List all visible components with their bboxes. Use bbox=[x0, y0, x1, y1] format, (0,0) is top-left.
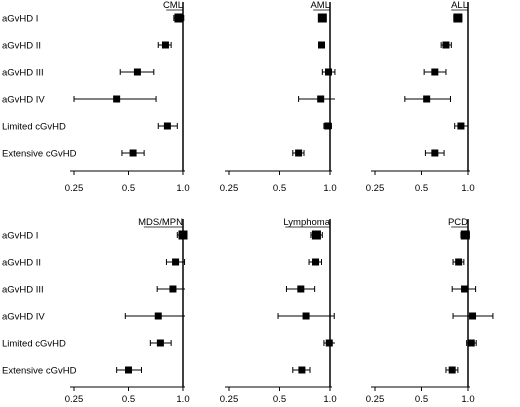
panel-1-point-estimate bbox=[129, 149, 137, 157]
panel-3-point-estimate bbox=[442, 41, 450, 49]
panel-4-x-tick-label: 0.25 bbox=[65, 394, 84, 405]
panel-6-title: PCD bbox=[448, 217, 468, 228]
panel-3-x-tick-label: 0.5 bbox=[415, 183, 428, 194]
category-label: aGvHD III bbox=[2, 68, 44, 79]
category-label: Limited cGvHD bbox=[2, 122, 66, 133]
panel-5-x-tick-label: 0.25 bbox=[220, 394, 239, 405]
panel-2-x-tick-label: 1.0 bbox=[323, 183, 336, 194]
panel-6-point-estimate bbox=[467, 339, 475, 347]
panel-6-x-tick-label: 1.0 bbox=[461, 394, 474, 405]
panel-3-title: ALL bbox=[451, 0, 468, 11]
panel-2-point-estimate bbox=[325, 68, 333, 76]
panel-5-x-tick-label: 1.0 bbox=[323, 394, 336, 405]
panel-2-point-estimate bbox=[317, 95, 325, 103]
panel-5-point-estimate bbox=[298, 366, 306, 374]
panel-4-point-estimate bbox=[172, 258, 180, 266]
panel-1-title: CML bbox=[163, 0, 183, 11]
panel-6-x-tick-label: 0.5 bbox=[415, 394, 428, 405]
category-label: aGvHD II bbox=[2, 41, 41, 52]
category-label: aGvHD III bbox=[2, 285, 44, 296]
panel-5-x-tick-label: 0.5 bbox=[273, 394, 286, 405]
panel-6-point-estimate bbox=[455, 258, 463, 266]
panel-4-point-estimate bbox=[154, 312, 162, 320]
panel-1-x-tick-label: 0.5 bbox=[122, 183, 135, 194]
category-label: aGvHD IV bbox=[2, 95, 45, 106]
panel-4-point-estimate bbox=[178, 230, 188, 240]
panel-3-point-estimate bbox=[457, 122, 465, 130]
panel-5-point-estimate bbox=[302, 312, 310, 320]
panel-6-point-estimate bbox=[448, 366, 456, 374]
panel-3-x-tick-label: 1.0 bbox=[461, 183, 474, 194]
category-label: aGvHD I bbox=[2, 231, 38, 242]
category-label: aGvHD II bbox=[2, 258, 41, 269]
panel-5-point-estimate bbox=[312, 258, 320, 266]
panel-4-title: MDS/MPN bbox=[138, 217, 183, 228]
panel-1-point-estimate bbox=[133, 68, 141, 76]
panel-2-point-estimate bbox=[317, 13, 327, 23]
panel-1-point-estimate bbox=[113, 95, 121, 103]
panel-5-title: Lymphoma bbox=[283, 217, 330, 228]
panel-5-point-estimate bbox=[325, 339, 333, 347]
panel-2-title: AML bbox=[310, 0, 330, 11]
panel-4-x-tick-label: 1.0 bbox=[176, 394, 189, 405]
panel-2-point-estimate bbox=[318, 41, 326, 49]
panel-1-x-tick-label: 0.25 bbox=[65, 183, 84, 194]
panel-1-point-estimate bbox=[163, 122, 171, 130]
panel-3-point-estimate bbox=[423, 95, 431, 103]
panel-5-point-estimate bbox=[297, 285, 305, 293]
panel-4-x-tick-label: 0.5 bbox=[122, 394, 135, 405]
panel-1-point-estimate bbox=[161, 41, 169, 49]
panel-6-x-tick-label: 0.25 bbox=[366, 394, 385, 405]
panel-5-point-estimate bbox=[311, 230, 321, 240]
category-label: aGvHD I bbox=[2, 14, 38, 25]
panel-3-point-estimate bbox=[453, 13, 463, 23]
panel-3-point-estimate bbox=[431, 68, 439, 76]
panel-2-point-estimate bbox=[324, 122, 332, 130]
category-label: aGvHD IV bbox=[2, 312, 45, 323]
panel-6-point-estimate bbox=[469, 312, 477, 320]
panel-6-point-estimate bbox=[461, 285, 469, 293]
panel-3-point-estimate bbox=[431, 149, 439, 157]
panel-2-x-tick-label: 0.25 bbox=[220, 183, 239, 194]
panel-1-point-estimate bbox=[174, 13, 184, 23]
panel-2-point-estimate bbox=[295, 149, 303, 157]
category-label: Extensive cGvHD bbox=[2, 149, 77, 160]
panel-2-x-tick-label: 0.5 bbox=[273, 183, 286, 194]
panel-4-point-estimate bbox=[125, 366, 132, 374]
panel-4-point-estimate bbox=[156, 339, 164, 347]
panel-1-x-tick-label: 1.0 bbox=[176, 183, 189, 194]
category-label: Limited cGvHD bbox=[2, 339, 66, 350]
panel-6-point-estimate bbox=[460, 230, 470, 240]
panel-3-x-tick-label: 0.25 bbox=[366, 183, 385, 194]
panel-4-point-estimate bbox=[169, 285, 177, 293]
category-label: Extensive cGvHD bbox=[2, 366, 77, 377]
